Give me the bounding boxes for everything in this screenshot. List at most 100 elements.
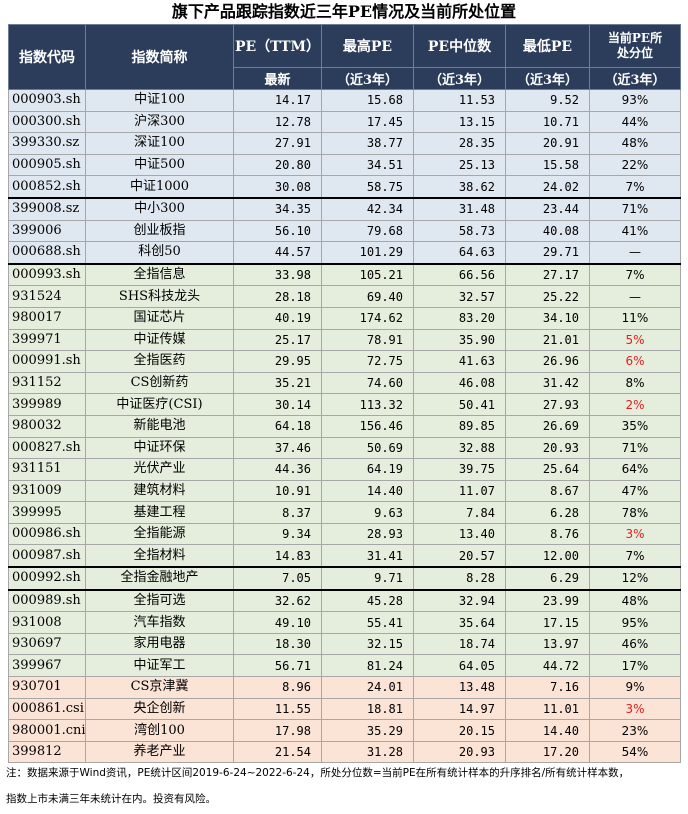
cell-code: 000827.sh xyxy=(8,436,86,460)
cell-code: 399006 xyxy=(8,219,86,243)
cell-pe-low: 40.08 xyxy=(505,219,590,243)
header-code: 指数代码 xyxy=(8,24,86,90)
cell-pe-ttm: 12.78 xyxy=(233,110,322,134)
cell-pe-low: 21.01 xyxy=(505,328,590,352)
cell-pe-low: 31.42 xyxy=(505,371,590,395)
cell-percentile: 71% xyxy=(589,436,681,460)
header-percentile-line1: 当前PE所 xyxy=(607,31,663,45)
cell-name: 中证1000 xyxy=(85,175,234,199)
cell-code: 000986.sh xyxy=(8,522,86,546)
cell-pe-low: 8.76 xyxy=(505,522,590,546)
cell-pe-ttm: 37.46 xyxy=(233,436,322,460)
cell-percentile: 46% xyxy=(589,632,681,656)
table-row: 399008.sz 中小300 34.35 42.34 31.48 23.44 71% xyxy=(8,196,681,221)
header-pe-high-sub: （近3年） xyxy=(321,67,414,90)
pe-table: 指数代码 指数简称 PE（TTM） 最高PE PE中位数 最低PE 当前PE所处… xyxy=(8,24,681,764)
cell-code: 000903.sh xyxy=(8,89,86,112)
cell-percentile: 3% xyxy=(589,697,681,721)
table-row: 399330.sz 深证100 27.91 38.77 28.35 20.91 48% xyxy=(8,132,681,155)
cell-percentile: 64% xyxy=(589,458,681,481)
table-row: 399812 养老产业 21.54 31.28 20.93 17.20 54% xyxy=(8,740,681,764)
cell-pe-ttm: 14.83 xyxy=(233,544,322,568)
cell-percentile: 7% xyxy=(589,262,681,287)
cell-name: 中证医疗(CSI) xyxy=(85,393,234,416)
cell-pe-ttm: 18.30 xyxy=(233,632,322,656)
cell-name: 中证500 xyxy=(85,153,234,177)
cell-percentile: 6% xyxy=(589,350,681,373)
cell-pe-high: 24.01 xyxy=(321,676,414,699)
cell-pe-ttm: 56.10 xyxy=(233,219,322,243)
cell-name: 创业板指 xyxy=(85,219,234,243)
table-row: 931151 光伏产业 44.36 64.19 39.75 25.64 64% xyxy=(8,458,681,481)
table-row: 930697 家用电器 18.30 32.15 18.74 13.97 46% xyxy=(8,632,681,656)
cell-pe-low: 27.93 xyxy=(505,393,590,416)
table-row: 000861.csi 央企创新 11.55 18.81 14.97 11.01 3% xyxy=(8,697,681,721)
cell-pe-median: 13.15 xyxy=(413,110,506,134)
cell-percentile: 8% xyxy=(589,371,681,395)
cell-pe-high: 9.71 xyxy=(321,566,414,591)
table-row: 000688.sh 科创50 44.57 101.29 64.63 29.71— xyxy=(8,241,681,265)
cell-percentile: 54% xyxy=(589,740,681,764)
cell-code: 000905.sh xyxy=(8,153,86,177)
cell-pe-low: 15.58 xyxy=(505,153,590,177)
cell-pe-high: 72.75 xyxy=(321,350,414,373)
cell-percentile: 93% xyxy=(589,89,681,112)
cell-name: 国证芯片 xyxy=(85,306,234,330)
cell-pe-low: 27.17 xyxy=(505,262,590,287)
cell-pe-median: 32.88 xyxy=(413,436,506,460)
cell-pe-low: 26.96 xyxy=(505,350,590,373)
cell-code: 399989 xyxy=(8,393,86,416)
cell-pe-low: 11.01 xyxy=(505,697,590,721)
cell-percentile: 7% xyxy=(589,175,681,199)
table-row: 000986.sh 全指能源 9.34 28.93 13.40 8.76 3% xyxy=(8,522,681,546)
cell-pe-high: 14.40 xyxy=(321,479,414,503)
cell-pe-low: 44.72 xyxy=(505,654,590,678)
cell-pe-high: 74.60 xyxy=(321,371,414,395)
cell-pe-median: 13.40 xyxy=(413,522,506,546)
cell-pe-low: 26.69 xyxy=(505,414,590,438)
cell-name: 全指医药 xyxy=(85,350,234,373)
cell-pe-high: 101.29 xyxy=(321,241,414,265)
cell-pe-median: 58.73 xyxy=(413,219,506,243)
table-row: 399989 中证医疗(CSI) 30.14 113.32 50.41 27.93 2% xyxy=(8,393,681,416)
table-row: 000827.sh 中证环保 37.46 50.69 32.88 20.93 71% xyxy=(8,436,681,460)
cell-pe-high: 17.45 xyxy=(321,110,414,134)
cell-pe-high: 64.19 xyxy=(321,458,414,481)
table-row: 000903.sh 中证100 14.17 15.68 11.53 9.52 93% xyxy=(8,89,681,112)
cell-percentile: — xyxy=(589,285,681,308)
table-row: 000992.sh 全指金融地产 7.05 9.71 8.28 6.29 12% xyxy=(8,566,681,591)
table-row: 931009 建筑材料 10.91 14.40 11.07 8.67 47% xyxy=(8,479,681,503)
cell-percentile: 23% xyxy=(589,719,681,742)
cell-percentile: 12% xyxy=(589,566,681,591)
cell-pe-high: 50.69 xyxy=(321,436,414,460)
cell-pe-low: 25.64 xyxy=(505,458,590,481)
cell-pe-low: 6.28 xyxy=(505,501,590,524)
table-row: 000991.sh 全指医药 29.95 72.75 41.63 26.96 6% xyxy=(8,350,681,373)
cell-pe-median: 31.48 xyxy=(413,196,506,221)
cell-pe-median: 11.53 xyxy=(413,89,506,112)
cell-pe-low: 29.71 xyxy=(505,241,590,265)
cell-pe-ttm: 30.08 xyxy=(233,175,322,199)
cell-pe-ttm: 33.98 xyxy=(233,262,322,287)
table-row: 980001.cni 湾创100 17.98 35.29 20.15 14.40 23% xyxy=(8,719,681,742)
cell-pe-ttm: 21.54 xyxy=(233,740,322,764)
cell-pe-low: 10.71 xyxy=(505,110,590,134)
cell-percentile: 11% xyxy=(589,306,681,330)
cell-pe-low: 9.52 xyxy=(505,89,590,112)
cell-pe-ttm: 9.34 xyxy=(233,522,322,546)
table-row: 000905.sh 中证500 20.80 34.51 25.13 15.58 22% xyxy=(8,153,681,177)
cell-pe-ttm: 7.05 xyxy=(233,566,322,591)
cell-name: 养老产业 xyxy=(85,740,234,764)
cell-pe-median: 41.63 xyxy=(413,350,506,373)
cell-pe-high: 69.40 xyxy=(321,285,414,308)
cell-pe-ttm: 44.57 xyxy=(233,241,322,265)
cell-pe-low: 12.00 xyxy=(505,544,590,568)
cell-percentile: — xyxy=(589,241,681,265)
cell-pe-ttm: 30.14 xyxy=(233,393,322,416)
cell-pe-high: 78.91 xyxy=(321,328,414,352)
cell-code: 930697 xyxy=(8,632,86,656)
cell-pe-high: 42.34 xyxy=(321,196,414,221)
cell-pe-high: 32.15 xyxy=(321,632,414,656)
cell-pe-median: 89.85 xyxy=(413,414,506,438)
cell-percentile: 2% xyxy=(589,393,681,416)
